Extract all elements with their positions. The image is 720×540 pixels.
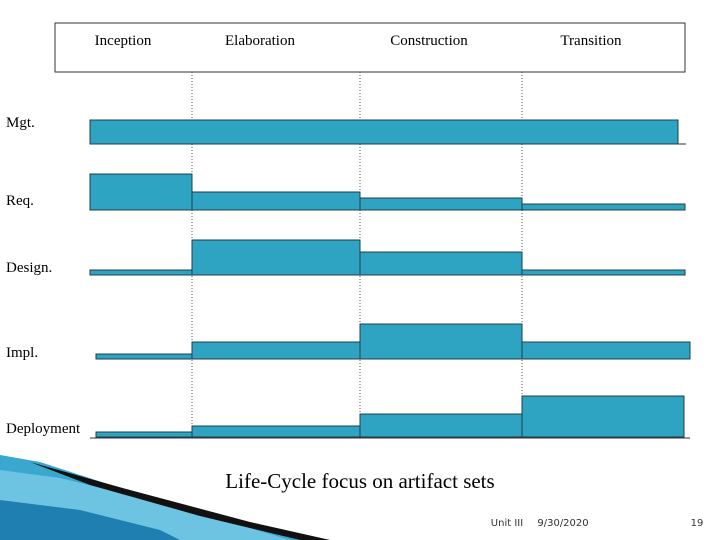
caption: Life-Cycle focus on artifact sets (225, 469, 494, 493)
footer-unit: Unit III (491, 518, 523, 529)
phase-label: Transition (560, 33, 622, 49)
row-label: Impl. (6, 345, 38, 361)
row-label: Mgt. (6, 115, 35, 131)
phase-label: Construction (390, 33, 468, 49)
design-bars (89, 239, 686, 276)
impl-bars (95, 323, 691, 360)
row-label: Design. (6, 260, 52, 276)
deployment-bars (90, 395, 690, 439)
row-label: Deployment (6, 421, 81, 437)
phase-header (54, 22, 686, 73)
phase-label: Elaboration (225, 33, 295, 49)
row-label: Req. (6, 193, 34, 209)
phase-label: Inception (95, 33, 152, 49)
decoration (0, 455, 330, 540)
mgt-bars (89, 119, 686, 145)
req-bars (89, 173, 686, 211)
footer-date: 9/30/2020 (537, 518, 588, 529)
footer-page: 19 (691, 518, 704, 529)
